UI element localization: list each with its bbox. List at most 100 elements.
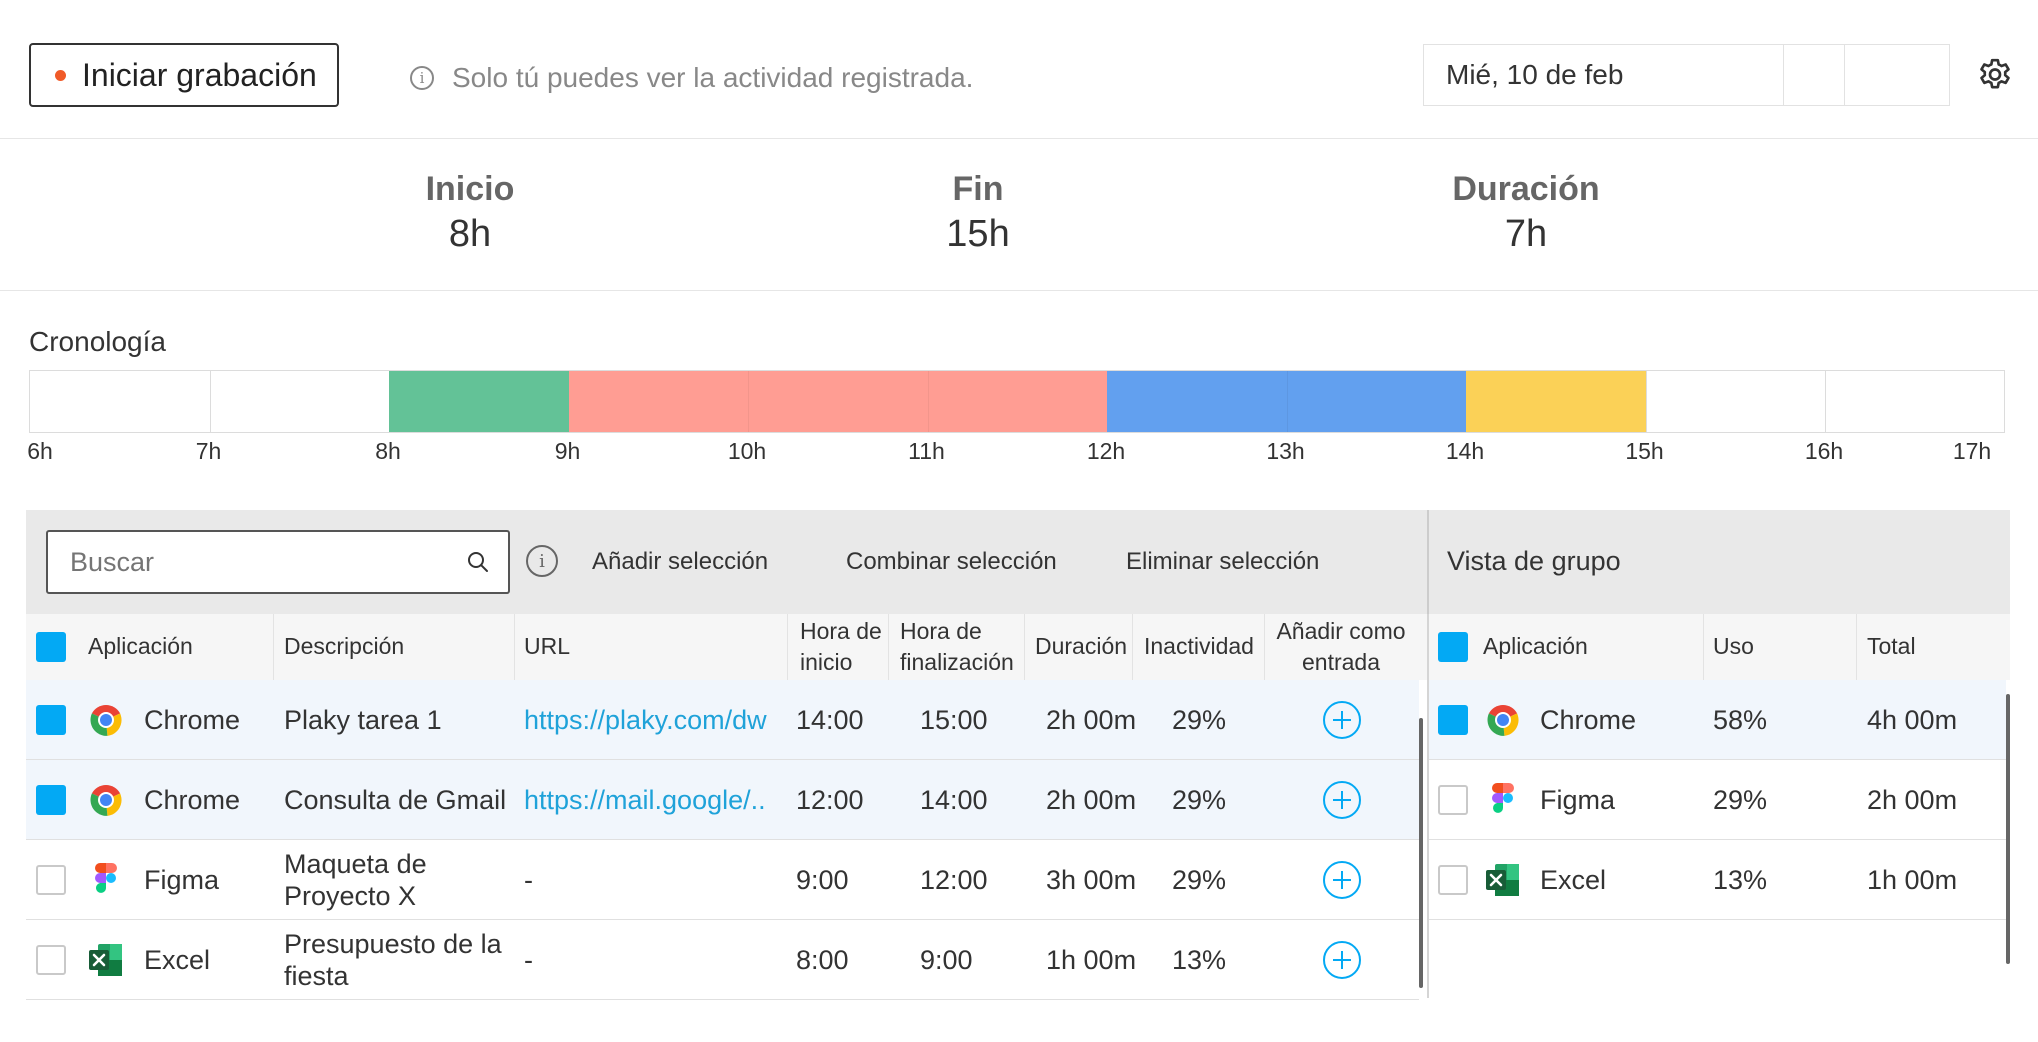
info-icon: i [410, 66, 434, 90]
search-icon[interactable] [466, 550, 490, 574]
record-dot-icon [55, 69, 66, 81]
chrome-icon [1487, 704, 1519, 736]
timeline-segment-chrome[interactable] [1107, 371, 1466, 432]
group-row[interactable]: Excel 13% 1h 00m [1429, 840, 2006, 920]
group-header-usage[interactable]: Uso [1713, 633, 1754, 660]
stat-start-value: 8h [448, 213, 492, 255]
column-divider [787, 614, 788, 680]
header-url[interactable]: URL [524, 633, 571, 660]
total: 1h 00m [1867, 864, 1958, 895]
group-row[interactable]: Chrome 58% 4h 00m [1429, 680, 2006, 760]
header-add-line1: Añadir como [1276, 617, 1406, 644]
description: Consulta de Gmail [284, 784, 507, 815]
table-row[interactable]: Chrome Consulta de Gmail https://mail.goog… [26, 760, 1419, 840]
header-description[interactable]: Descripción [284, 633, 405, 660]
inactivity: 13% [1172, 944, 1227, 975]
date-next-segment[interactable] [1845, 45, 1949, 105]
column-divider [273, 614, 274, 680]
inactivity: 29% [1172, 784, 1227, 815]
group-table-header: Aplicación Uso Total [1429, 614, 2010, 680]
gear-icon[interactable] [1975, 56, 2015, 96]
group-header-total[interactable]: Total [1867, 633, 1916, 660]
stat-end-label: Fin [952, 170, 1004, 208]
activity-scrollbar[interactable] [1419, 718, 1423, 988]
timeline-hour-label: 14h [1445, 438, 1485, 464]
url-empty: - [524, 864, 533, 895]
row-checkbox[interactable] [36, 865, 66, 895]
total: 2h 00m [1867, 784, 1958, 815]
column-divider [1703, 614, 1704, 680]
table-row[interactable]: Figma Maqueta de Proyecto X - 9:00 12:00 3h 0… [26, 840, 1419, 920]
description: Plaky tarea 1 [284, 704, 442, 735]
app-name: Chrome [144, 784, 241, 815]
add-entry-icon[interactable] [1322, 780, 1362, 820]
group-row-checkbox[interactable] [1438, 785, 1468, 815]
combine-selection-button[interactable]: Combinar selección [846, 548, 1057, 575]
add-entry-icon[interactable] [1322, 700, 1362, 740]
toolbar-info[interactable]: i [526, 545, 558, 577]
add-entry-icon[interactable] [1322, 860, 1362, 900]
timeline-segment-chrome[interactable] [1466, 371, 1646, 432]
search-input[interactable] [46, 530, 510, 594]
app-name: Figma [144, 864, 220, 895]
date-display[interactable]: Mié, 10 de feb [1424, 45, 1784, 105]
usage: 13% [1713, 864, 1768, 895]
description: Presupuesto de la fiesta [284, 928, 502, 991]
row-checkbox[interactable] [36, 945, 66, 975]
chrome-icon [90, 704, 122, 736]
figma-icon [1492, 783, 1514, 813]
add-selection-button[interactable]: Añadir selección [592, 548, 769, 575]
stat-start-label: Inicio [425, 170, 515, 208]
group-select-all-checkbox[interactable] [1438, 632, 1468, 662]
timeline-segment-excel[interactable] [389, 371, 569, 432]
timeline-bar[interactable] [29, 370, 2005, 433]
group-header-app[interactable]: Aplicación [1483, 633, 1588, 660]
timeline-gridline [1825, 371, 1826, 432]
timeline-hour-label: 11h [908, 438, 945, 464]
excel-icon [89, 944, 122, 976]
header-duration[interactable]: Duración [1035, 633, 1128, 660]
header-add-line2: entrada [1301, 649, 1380, 675]
header-end-time[interactable]: Hora de finalización [900, 614, 1014, 680]
date-picker[interactable]: Mié, 10 de feb [1423, 44, 1950, 106]
start-time: 12:00 [796, 784, 864, 815]
activity-table-header: Aplicación Descripción URL Hora de inicio… [26, 614, 1427, 680]
url-link[interactable]: https://mail.google/.. [524, 784, 766, 815]
table-row[interactable]: Excel Presupuesto de la fiesta - 8:00 9:00 1h… [26, 920, 1419, 1000]
group-row-checkbox[interactable] [1438, 865, 1468, 895]
figma-icon [95, 863, 117, 893]
table-row[interactable]: Chrome Plaky tarea 1 https://plaky.com/dw 1… [26, 680, 1419, 760]
add-entry-icon[interactable] [1322, 940, 1362, 980]
app-name: Excel [1540, 864, 1607, 895]
group-scrollbar[interactable] [2006, 694, 2010, 964]
header-start-time[interactable]: Hora de inicio [800, 614, 882, 680]
timeline-segment-figma[interactable] [568, 371, 1107, 432]
description: Maqueta de Proyecto X [284, 848, 427, 911]
stat-start: Inicio 8h [320, 170, 620, 256]
usage: 29% [1713, 784, 1768, 815]
date-prev-segment[interactable] [1784, 45, 1845, 105]
timeline-hour-label: 17h [1952, 438, 1992, 464]
duration: 2h 00m [1046, 784, 1137, 815]
column-divider [888, 614, 889, 680]
header-app[interactable]: Aplicación [88, 633, 193, 660]
column-divider [1264, 614, 1265, 680]
stats-divider [0, 290, 2038, 291]
url-link[interactable]: https://plaky.com/dw [524, 704, 767, 735]
select-all-checkbox[interactable] [36, 632, 66, 662]
group-row-checkbox[interactable] [1438, 705, 1468, 735]
start-time: 14:00 [796, 704, 864, 735]
group-row[interactable]: Figma 29% 2h 00m [1429, 760, 2006, 840]
app-name: Chrome [1540, 704, 1637, 735]
row-checkbox[interactable] [36, 785, 66, 815]
header-inactivity[interactable]: Inactividad [1144, 633, 1254, 660]
start-recording-button[interactable]: Iniciar grabación [29, 43, 339, 107]
row-checkbox[interactable] [36, 705, 66, 735]
url-empty: - [524, 944, 533, 975]
stat-duration: Duración 7h [1376, 170, 1676, 256]
header-add-entry: Añadir como entrada [1266, 614, 1416, 680]
delete-selection-button[interactable]: Eliminar selección [1126, 548, 1320, 575]
timeline-hour-label: 10h [727, 438, 767, 464]
group-view-title: Vista de grupo [1447, 546, 1621, 576]
info-icon[interactable]: i [526, 545, 558, 577]
